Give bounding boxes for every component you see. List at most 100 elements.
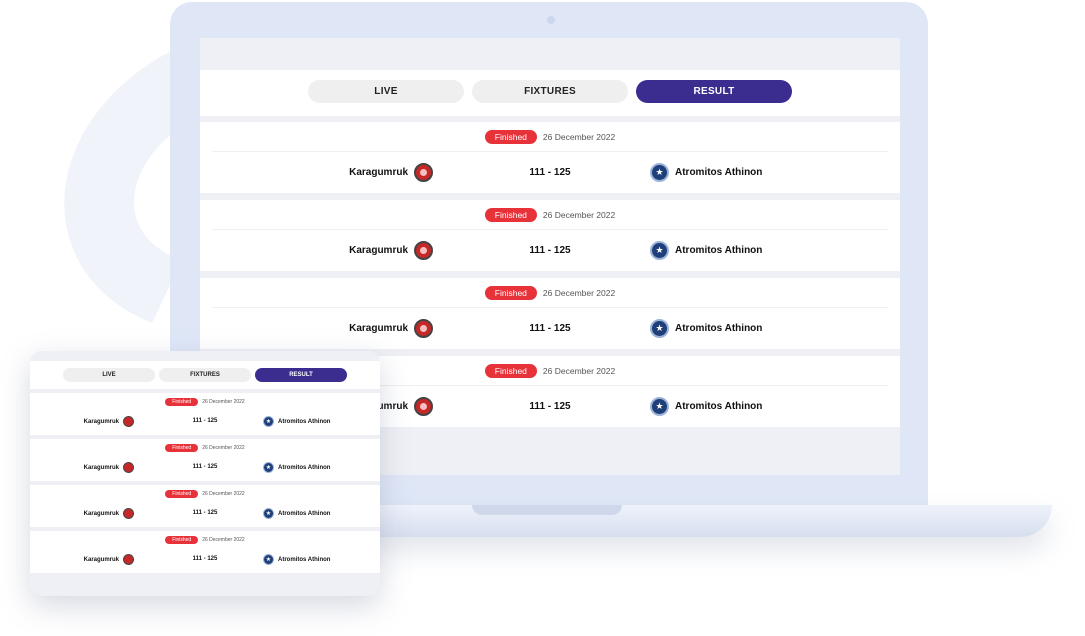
star-crest-icon: ★ — [263, 462, 274, 473]
star-crest-icon: ★ — [263, 416, 274, 427]
match-header: Finished 26 December 2022 — [30, 485, 380, 502]
home-team: Karagumruk — [84, 462, 134, 473]
match-row: Karagumruk 111 - 125 ★ Atromitos Athinon — [200, 230, 900, 270]
away-team-name: Atromitos Athinon — [278, 556, 331, 563]
match-row: Karagumruk 111 - 125 ★ Atromitos Athinon — [200, 308, 900, 348]
home-team-name: Karagumruk — [349, 166, 408, 178]
karagumruk-crest-icon — [123, 554, 134, 565]
away-team: ★ Atromitos Athinon — [263, 508, 330, 519]
match-card[interactable]: Finished 26 December 2022 Karagumruk 111… — [200, 278, 900, 349]
karagumruk-crest-icon — [414, 162, 433, 182]
match-header: Finished 26 December 2022 — [30, 393, 380, 410]
tab-fixtures[interactable]: FIXTURES — [159, 368, 251, 382]
karagumruk-crest-icon — [414, 240, 433, 260]
status-badge: Finished — [165, 489, 199, 498]
laptop-notch — [472, 505, 622, 515]
away-team-name: Atromitos Athinon — [278, 464, 331, 471]
match-score: 111 - 125 — [529, 322, 571, 334]
match-header: Finished 26 December 2022 — [30, 531, 380, 548]
away-team-name: Atromitos Athinon — [278, 418, 331, 425]
home-team-name: Karagumruk — [349, 244, 408, 256]
home-team: Karagumruk — [349, 318, 433, 338]
tab-bar: LIVE FIXTURES RESULT — [200, 70, 900, 116]
away-team: ★ Atromitos Athinon — [263, 462, 330, 473]
camera-icon — [547, 16, 555, 24]
home-team-name: Karagumruk — [83, 556, 119, 563]
status-badge: Finished — [484, 129, 537, 144]
match-score: 111 - 125 — [192, 556, 218, 562]
karagumruk-crest-icon — [123, 508, 134, 519]
star-crest-icon: ★ — [650, 240, 669, 260]
away-team: ★ Atromitos Athinon — [650, 240, 762, 260]
star-crest-icon: ★ — [263, 508, 274, 519]
match-date: 26 December 2022 — [542, 365, 616, 376]
match-score: 111 - 125 — [529, 244, 571, 256]
status-badge: Finished — [484, 207, 537, 222]
match-row: Karagumruk 111 - 125 ★ Atromitos Athinon — [30, 548, 380, 572]
status-badge: Finished — [165, 397, 199, 406]
match-date: 26 December 2022 — [542, 209, 616, 220]
home-team: Karagumruk — [84, 416, 134, 427]
away-team: ★ Atromitos Athinon — [650, 318, 763, 338]
tab-bar: LIVE FIXTURES RESULT — [30, 361, 380, 389]
match-score: 111 - 125 — [529, 400, 571, 412]
match-date: 26 December 2022 — [202, 536, 245, 543]
home-team-name: Karagumruk — [83, 418, 119, 425]
match-score: 111 - 125 — [192, 418, 218, 424]
away-team: ★ Atromitos Athinon — [650, 396, 763, 416]
away-team-name: Atromitos Athinon — [675, 322, 763, 334]
tab-result[interactable]: RESULT — [636, 80, 792, 103]
match-header: Finished 26 December 2022 — [212, 278, 888, 308]
match-score: 111 - 125 — [192, 510, 218, 516]
match-card[interactable]: Finished 26 December 2022 Karagumruk 111… — [30, 439, 380, 481]
match-header: Finished 26 December 2022 — [212, 122, 888, 152]
away-team-name: Atromitos Athinon — [675, 166, 763, 178]
match-row: Karagumruk 111 - 125 ★ Atromitos Athinon — [30, 456, 380, 480]
match-date: 26 December 2022 — [542, 287, 616, 298]
match-row: Karagumruk 111 - 125 ★ Atromitos Athinon — [200, 152, 900, 192]
home-team-name: Karagumruk — [83, 464, 119, 471]
tablet-preview: LIVE FIXTURES RESULT Finished 26 Decembe… — [30, 351, 380, 596]
karagumruk-crest-icon — [123, 416, 134, 427]
karagumruk-crest-icon — [414, 318, 433, 338]
status-badge: Finished — [165, 535, 199, 544]
status-badge: Finished — [165, 443, 199, 452]
home-team-name: Karagumruk — [349, 322, 408, 334]
match-card[interactable]: Finished 26 December 2022 Karagumruk 111… — [30, 393, 380, 435]
match-row: Karagumruk 111 - 125 ★ Atromitos Athinon — [30, 410, 380, 434]
tab-live[interactable]: LIVE — [308, 80, 464, 103]
match-card[interactable]: Finished 26 December 2022 Karagumruk 111… — [30, 485, 380, 527]
away-team: ★ Atromitos Athinon — [263, 416, 330, 427]
match-card[interactable]: Finished 26 December 2022 Karagumruk 111… — [30, 531, 380, 573]
home-team-name: Karagumruk — [83, 510, 119, 517]
tab-result[interactable]: RESULT — [255, 368, 347, 382]
star-crest-icon: ★ — [650, 162, 669, 182]
match-row: Karagumruk 111 - 125 ★ Atromitos Athinon — [30, 502, 380, 526]
match-date: 26 December 2022 — [202, 444, 245, 451]
home-team: Karagumruk — [84, 508, 134, 519]
star-crest-icon: ★ — [650, 318, 669, 338]
star-crest-icon: ★ — [650, 396, 669, 416]
match-date: 26 December 2022 — [202, 490, 245, 497]
home-team: Karagumruk — [349, 240, 433, 260]
karagumruk-crest-icon — [123, 462, 134, 473]
away-team: ★ Atromitos Athinon — [263, 554, 330, 565]
match-score: 111 - 125 — [529, 166, 571, 178]
match-date: 26 December 2022 — [542, 131, 616, 142]
match-card[interactable]: Finished 26 December 2022 Karagumruk 111… — [200, 122, 900, 193]
match-card[interactable]: Finished 26 December 2022 Karagumruk 111… — [200, 200, 900, 271]
away-team-name: Atromitos Athinon — [675, 400, 763, 412]
karagumruk-crest-icon — [414, 396, 433, 416]
tab-live[interactable]: LIVE — [63, 368, 155, 382]
tab-fixtures[interactable]: FIXTURES — [472, 80, 628, 103]
match-header: Finished 26 December 2022 — [30, 439, 380, 456]
status-badge: Finished — [484, 363, 537, 378]
home-team: Karagumruk — [349, 162, 433, 182]
match-header: Finished 26 December 2022 — [212, 200, 888, 230]
match-date: 26 December 2022 — [202, 398, 245, 405]
laptop-screen: LIVE FIXTURES RESULT Finished 26 Decembe… — [200, 38, 900, 475]
away-team-name: Atromitos Athinon — [278, 510, 331, 517]
status-badge: Finished — [484, 285, 537, 300]
home-team: Karagumruk — [84, 554, 134, 565]
match-score: 111 - 125 — [192, 464, 218, 470]
